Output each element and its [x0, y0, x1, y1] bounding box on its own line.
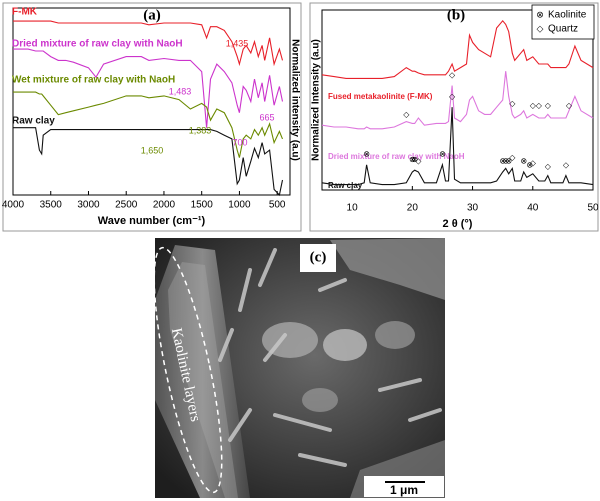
peak-marker: ⊗ — [499, 157, 506, 166]
y-axis-label: Normalized Intensity (a.u) — [311, 39, 322, 161]
series-label: F-MK — [12, 7, 38, 18]
x-tick-label: 1000 — [228, 200, 251, 211]
legend-box — [531, 4, 595, 40]
series-label: Dried mixture of raw clay with NaoH — [328, 152, 465, 161]
legend-symbol: ◇ — [537, 25, 544, 35]
x-tick-label: 1500 — [191, 200, 214, 211]
legend-label: Kaolinite — [548, 10, 587, 21]
peak-marker: ⊗ — [526, 160, 533, 169]
peak-marker: ◇ — [449, 92, 456, 101]
panel-label: (a) — [143, 7, 161, 23]
panel-frame — [2, 2, 302, 232]
annotation: 665 — [259, 112, 274, 122]
peak-marker: ◇ — [566, 101, 573, 110]
peak-marker: ⊗ — [363, 150, 370, 159]
x-tick-label: 3000 — [77, 200, 100, 211]
annotation: 1,483 — [169, 86, 192, 96]
peak-marker: ◇ — [563, 160, 570, 169]
series-line — [321, 107, 594, 186]
series-label: Raw clay — [12, 116, 55, 127]
peak-marker: ◇ — [449, 70, 456, 79]
x-tick-label: 2000 — [153, 200, 176, 211]
peak-marker: ◇ — [530, 101, 537, 110]
peak-marker: ◇ — [536, 101, 543, 110]
x-axis-label: 2 θ (°) — [443, 218, 473, 230]
annotation: 700 — [232, 137, 247, 147]
peak-marker: ◇ — [545, 162, 552, 171]
peak-marker: ⊗ — [502, 157, 509, 166]
series-label: Raw clay — [328, 181, 363, 190]
peak-marker: ◇ — [545, 101, 552, 110]
x-axis-label: Wave number (cm⁻¹) — [98, 215, 206, 227]
peak-marker: ◇ — [509, 99, 516, 108]
x-tick-label: 2500 — [115, 200, 138, 211]
series-line — [13, 20, 284, 67]
series-line — [321, 71, 594, 130]
panel-label: (c) — [310, 249, 327, 265]
panel-label: (b) — [447, 7, 465, 23]
peak-marker: ⊗ — [409, 155, 416, 164]
x-tick-label: 500 — [269, 200, 286, 211]
x-tick-label: 40 — [527, 203, 539, 214]
x-tick-label: 30 — [467, 203, 479, 214]
peak-marker: ◇ — [509, 153, 516, 162]
annotation: 1,435 — [226, 38, 249, 48]
plot-frame — [12, 7, 291, 196]
x-tick-label: 4000 — [2, 200, 25, 211]
x-tick-label: 50 — [587, 203, 599, 214]
peak-marker: ⊗ — [520, 157, 527, 166]
x-tick-label: 20 — [407, 203, 419, 214]
legend-label: Quartz — [548, 24, 578, 35]
annotation: 1,650 — [141, 145, 164, 155]
peak-marker: ◇ — [403, 110, 410, 119]
panel-frame — [309, 2, 599, 232]
annotation: 1,383 — [189, 125, 212, 135]
series-line — [13, 91, 284, 158]
sem-image — [153, 238, 445, 498]
y-axis-label: Normalized intensity (a.u) — [289, 39, 300, 161]
plot-frame — [321, 9, 594, 191]
series-line — [13, 48, 284, 128]
series-line — [13, 127, 284, 197]
series-label: Fused metakaolinite (F-MK) — [328, 92, 433, 101]
series-line — [321, 19, 594, 79]
series-label: Dried mixture of raw clay with NaoH — [12, 39, 183, 50]
peak-marker: ⊗ — [439, 150, 446, 159]
legend-symbol: ⊗ — [536, 11, 544, 21]
series-label: Wet mixture of raw clay with NaoH — [12, 75, 175, 86]
x-tick-label: 3500 — [40, 200, 63, 211]
peak-marker: ◇ — [415, 157, 422, 166]
peak-marker: ⊗ — [505, 157, 512, 166]
x-tick-label: 10 — [347, 203, 359, 214]
peak-marker: ⊗ — [411, 155, 418, 164]
peak-marker: ◇ — [530, 159, 537, 168]
scale-bar-label: 1 μm — [390, 483, 418, 497]
